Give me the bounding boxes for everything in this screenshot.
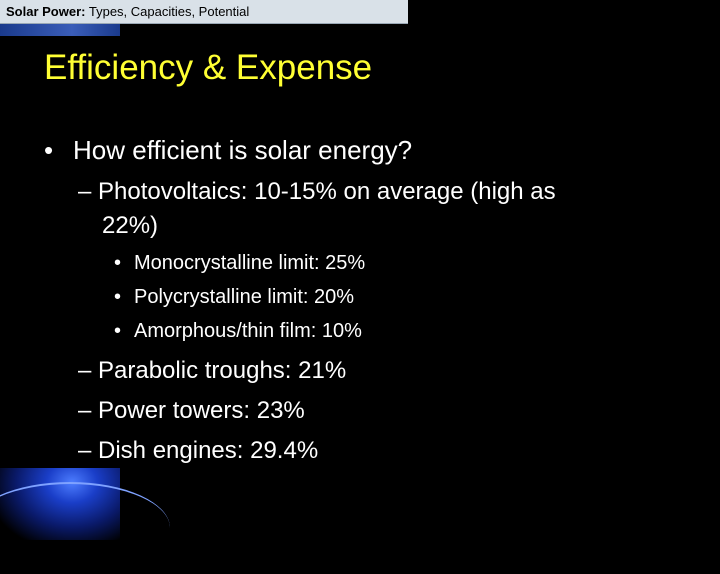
bullet-marker: • [44,135,54,165]
header-brand-bold: Solar Power: [6,4,86,19]
sun-arc-decoration [0,482,170,574]
sub-sub-bullet-amorphous: Amorphous/thin film: 10% [134,320,362,342]
slide-title: Efficiency & Expense [44,48,373,87]
header-bar: Solar Power: Types, Capacities, Potentia… [0,0,408,24]
sub-bullet-photovoltaics: – Photovoltaics: 10-15% on average (high… [78,178,556,205]
sub-sub-bullet-poly: Polycrystalline limit: 20% [134,286,355,308]
bullet-marker: • [114,286,122,308]
header-title: Solar Power: Types, Capacities, Potentia… [6,4,249,19]
sub-sub-bullet-mono: Monocrystalline limit: 25% [134,252,366,274]
sub-bullet-dish: – Dish engines: 29.4% [78,437,319,464]
bullet-question: How efficient is solar energy? [73,135,413,165]
slide-content: • How efficient is solar energy? – Photo… [44,135,556,464]
sub-bullet-photovoltaics-cont: 22%) [102,212,159,239]
blue-accent-strip [0,24,120,36]
sub-bullet-parabolic: – Parabolic troughs: 21% [78,357,347,384]
bullet-marker: • [114,252,122,274]
bullet-marker: • [114,320,122,342]
sub-bullet-towers: – Power towers: 23% [78,397,305,424]
header-brand-rest: Types, Capacities, Potential [88,4,250,19]
